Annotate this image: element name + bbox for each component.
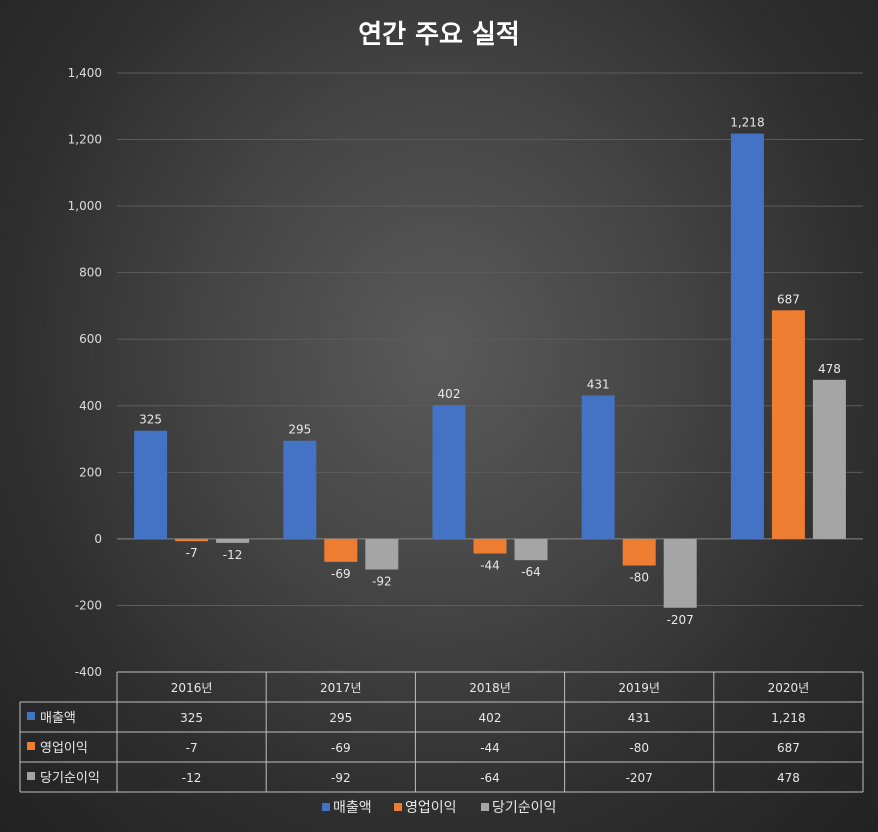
y-tick-label: 200 (79, 465, 102, 479)
table-header-cell: 2020년 (768, 681, 810, 695)
bar (473, 538, 507, 554)
bar (514, 538, 548, 561)
bar (134, 430, 168, 539)
data-label: -64 (521, 565, 541, 579)
bar (283, 440, 317, 539)
legend: 매출액 영업이익 당기순이익 (322, 800, 556, 816)
table-cell: -207 (626, 771, 653, 785)
bar (365, 538, 399, 570)
bar (432, 405, 466, 539)
table-cell: -92 (331, 771, 351, 785)
data-labels: 325 -7 -12 295 -69 -92 402 -44 -64 431 -80 -207 1,21… (139, 116, 841, 627)
y-tick-label: 800 (79, 266, 102, 280)
table-legend-key (27, 742, 35, 750)
legend-label: 매출액 (333, 800, 372, 816)
y-tick-label: 1,000 (68, 199, 102, 213)
data-label: -80 (629, 571, 649, 585)
table-cell: -7 (186, 741, 198, 755)
legend-key (481, 803, 489, 811)
legend-key (394, 803, 402, 811)
bar (730, 133, 764, 539)
table-header-cell: 2019년 (618, 681, 660, 695)
legend-key (322, 803, 330, 811)
chart-title: 연간 주요 실적 (358, 20, 520, 50)
table-cell: 325 (180, 711, 203, 725)
gridlines (117, 72, 863, 606)
table-cell: 295 (329, 711, 352, 725)
table-cell: 431 (628, 711, 651, 725)
legend-label: 당기순이익 (492, 800, 556, 816)
bar (581, 395, 615, 539)
bars (134, 133, 846, 608)
legend-label: 영업이익 (405, 800, 457, 816)
data-label: 1,218 (730, 116, 764, 130)
data-label: -207 (667, 613, 694, 627)
data-label: 431 (587, 377, 610, 391)
bar (622, 538, 656, 566)
data-label: 325 (139, 413, 162, 427)
table-row-name: 당기순이익 (40, 771, 100, 786)
table-cell: 1,218 (771, 711, 805, 725)
table-legend-key (27, 772, 35, 780)
bar (663, 538, 697, 608)
data-label: -92 (372, 575, 392, 589)
table-cell: -12 (182, 771, 202, 785)
data-label: 295 (288, 423, 311, 437)
y-tick-label: 400 (79, 399, 102, 413)
y-tick-label: 1,400 (68, 66, 102, 80)
data-label: 402 (438, 387, 461, 401)
y-tick-label: 0 (94, 532, 102, 546)
data-label: -44 (480, 559, 500, 573)
bar (324, 538, 358, 562)
data-label: 687 (777, 292, 800, 306)
table-cell: -69 (331, 741, 351, 755)
bar (216, 538, 250, 543)
table-legend-key (27, 712, 35, 720)
table-cell: 478 (777, 771, 800, 785)
y-tick-label: 1,200 (68, 133, 102, 147)
table-row-name: 매출액 (40, 711, 76, 726)
table-header-cell: 2016년 (171, 681, 213, 695)
bar (175, 538, 209, 542)
table-header-cell: 2018년 (469, 681, 511, 695)
bar (812, 379, 846, 539)
y-tick-label: -400 (75, 665, 102, 679)
table-header-cell: 2017년 (320, 681, 362, 695)
data-label: 478 (818, 362, 841, 376)
table-cell: -80 (629, 741, 649, 755)
data-label: -7 (186, 546, 198, 560)
bar (771, 310, 805, 539)
data-label: -69 (331, 567, 351, 581)
table-cell: -44 (480, 741, 500, 755)
data-label: -12 (223, 548, 243, 562)
y-axis: 1,400 1,200 1,000 800 600 400 200 0 -200 -400 (68, 66, 102, 679)
y-tick-label: 600 (79, 332, 102, 346)
table-cell: 402 (479, 711, 502, 725)
y-tick-label: -200 (75, 598, 102, 612)
table-cell: -64 (480, 771, 500, 785)
table-cell: 687 (777, 741, 800, 755)
table-row-name: 영업이익 (40, 741, 88, 756)
